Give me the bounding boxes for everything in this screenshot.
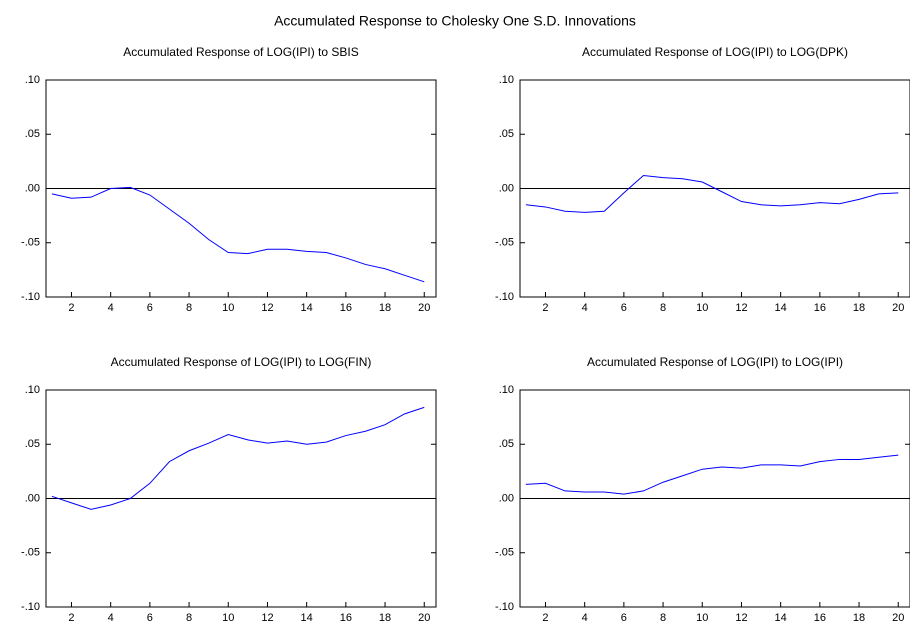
x-tick-label: 10 (696, 302, 708, 314)
panel-title: Accumulated Response of LOG(IPI) to LOG(… (582, 45, 848, 59)
x-tick-label: 2 (68, 302, 74, 314)
x-tick-label: 10 (222, 302, 234, 314)
x-tick-label: 14 (775, 302, 787, 314)
y-tick-label: .05 (25, 128, 40, 140)
y-tick-label: .00 (499, 182, 514, 194)
y-tick-label: .05 (499, 438, 514, 450)
x-tick-label: 2 (68, 612, 74, 624)
response-line (51, 406, 425, 510)
x-tick-label: 16 (814, 302, 826, 314)
y-tick-label: .00 (25, 492, 40, 504)
x-tick-label: 18 (853, 612, 865, 624)
x-tick-label: 18 (853, 302, 865, 314)
x-tick-label: 16 (340, 302, 352, 314)
x-tick-label: 20 (892, 302, 904, 314)
x-tick-label: 12 (735, 612, 747, 624)
y-tick-label: .10 (25, 384, 40, 396)
x-tick-label: 4 (582, 302, 588, 314)
x-tick-label: 16 (814, 612, 826, 624)
y-tick-label: .05 (499, 128, 514, 140)
x-tick-label: 4 (582, 612, 588, 624)
y-tick-label: -.10 (21, 601, 40, 613)
figure-title: Accumulated Response to Cholesky One S.D… (274, 13, 636, 29)
x-tick-label: 8 (660, 612, 666, 624)
x-tick-label: 6 (147, 612, 153, 624)
x-tick-label: 6 (621, 302, 627, 314)
y-tick-label: .10 (25, 74, 40, 86)
panel-title: Accumulated Response of LOG(IPI) to LOG(… (587, 355, 843, 369)
y-tick-label: -.10 (21, 291, 40, 303)
y-tick-label: -.10 (495, 601, 514, 613)
x-tick-label: 18 (379, 302, 391, 314)
panel-title: Accumulated Response of LOG(IPI) to SBIS (123, 45, 358, 59)
x-tick-label: 16 (340, 612, 352, 624)
x-tick-label: 14 (301, 612, 313, 624)
panel-title: Accumulated Response of LOG(IPI) to LOG(… (111, 355, 372, 369)
y-tick-label: .00 (25, 182, 40, 194)
y-tick-label: -.05 (495, 547, 514, 559)
y-tick-label: .10 (499, 74, 514, 86)
x-tick-label: 6 (147, 302, 153, 314)
x-tick-label: 10 (222, 612, 234, 624)
y-tick-label: -.05 (495, 237, 514, 249)
x-tick-label: 2 (542, 302, 548, 314)
x-tick-label: 4 (108, 302, 114, 314)
x-tick-label: 2 (542, 612, 548, 624)
response-line (51, 186, 425, 283)
y-tick-label: -.05 (21, 237, 40, 249)
y-tick-label: .00 (499, 492, 514, 504)
x-tick-label: 6 (621, 612, 627, 624)
x-tick-label: 18 (379, 612, 391, 624)
response-line (525, 174, 899, 213)
y-tick-label: -.10 (495, 291, 514, 303)
x-tick-label: 20 (892, 612, 904, 624)
x-tick-label: 14 (775, 612, 787, 624)
x-tick-label: 12 (261, 612, 273, 624)
y-tick-label: -.05 (21, 547, 40, 559)
x-tick-label: 8 (186, 612, 192, 624)
x-tick-label: 20 (418, 302, 430, 314)
x-tick-label: 10 (696, 612, 708, 624)
x-tick-label: 8 (660, 302, 666, 314)
x-tick-label: 4 (108, 612, 114, 624)
response-line (525, 454, 899, 495)
x-tick-label: 12 (735, 302, 747, 314)
y-tick-label: .05 (25, 438, 40, 450)
x-tick-label: 8 (186, 302, 192, 314)
x-tick-label: 12 (261, 302, 273, 314)
x-tick-label: 20 (418, 612, 430, 624)
x-tick-label: 14 (301, 302, 313, 314)
y-tick-label: .10 (499, 384, 514, 396)
